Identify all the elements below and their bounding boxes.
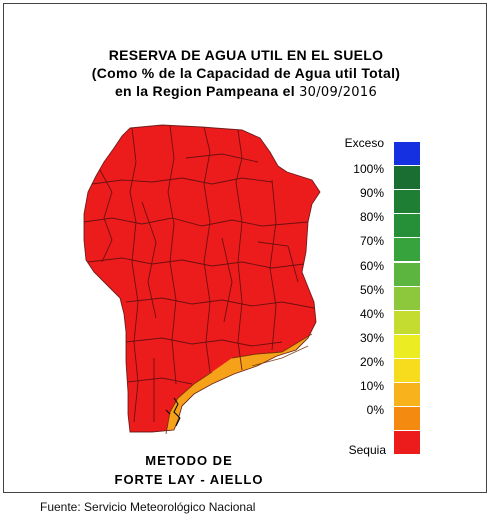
legend-label: 50%: [359, 282, 384, 297]
map-title: RESERVA DE AGUA UTIL EN EL SUELO: [108, 47, 384, 63]
method-line-1: METODO DE: [145, 453, 233, 468]
legend-label: 70%: [359, 234, 384, 249]
legend-swatch: [394, 383, 420, 407]
legend-swatch: [394, 262, 420, 287]
legend-swatch: [394, 286, 420, 311]
map-date-line: en la Region Pampeana el 30/09/2016: [4, 82, 488, 102]
legend-swatch: [394, 190, 420, 215]
legend-swatch: [394, 334, 420, 359]
date-line-prefix: en la Region Pampeana el: [114, 83, 300, 99]
district-borders: [83, 124, 321, 434]
map-figure-frame: RESERVA DE AGUA UTIL EN EL SUELO (Como %…: [3, 3, 487, 493]
pampeana-map: [83, 124, 321, 434]
legend-swatch: [394, 142, 420, 166]
legend-swatch: [394, 407, 420, 432]
map-date: 30/09/2016: [299, 85, 378, 100]
source-note: Fuente: Servicio Meteorológico Nacional: [40, 500, 256, 514]
legend-label: Exceso: [344, 136, 384, 150]
legend-label: 100%: [353, 162, 384, 177]
legend-label: 40%: [359, 306, 384, 321]
legend-swatch: [394, 238, 420, 263]
legend-label: Sequia: [348, 443, 386, 458]
legend-label: 90%: [359, 186, 384, 201]
legend-label: 80%: [359, 210, 384, 225]
method-line-2: FORTE LAY - AIELLO: [114, 472, 264, 487]
coast-details: [165, 397, 181, 427]
legend-label: 0%: [366, 403, 384, 418]
map-subtitle: (Como % de la Capacidad de Agua util Tot…: [91, 65, 401, 81]
legend-swatch: [394, 358, 420, 383]
legend-label: 30%: [359, 330, 384, 345]
legend-swatch: [394, 431, 420, 456]
legend-swatch: [394, 214, 420, 239]
legend-label: 10%: [359, 379, 384, 393]
legend-swatch: [394, 166, 420, 191]
legend-label: 60%: [359, 258, 384, 273]
legend-label: 20%: [359, 354, 384, 369]
legend-swatch: [394, 310, 420, 335]
